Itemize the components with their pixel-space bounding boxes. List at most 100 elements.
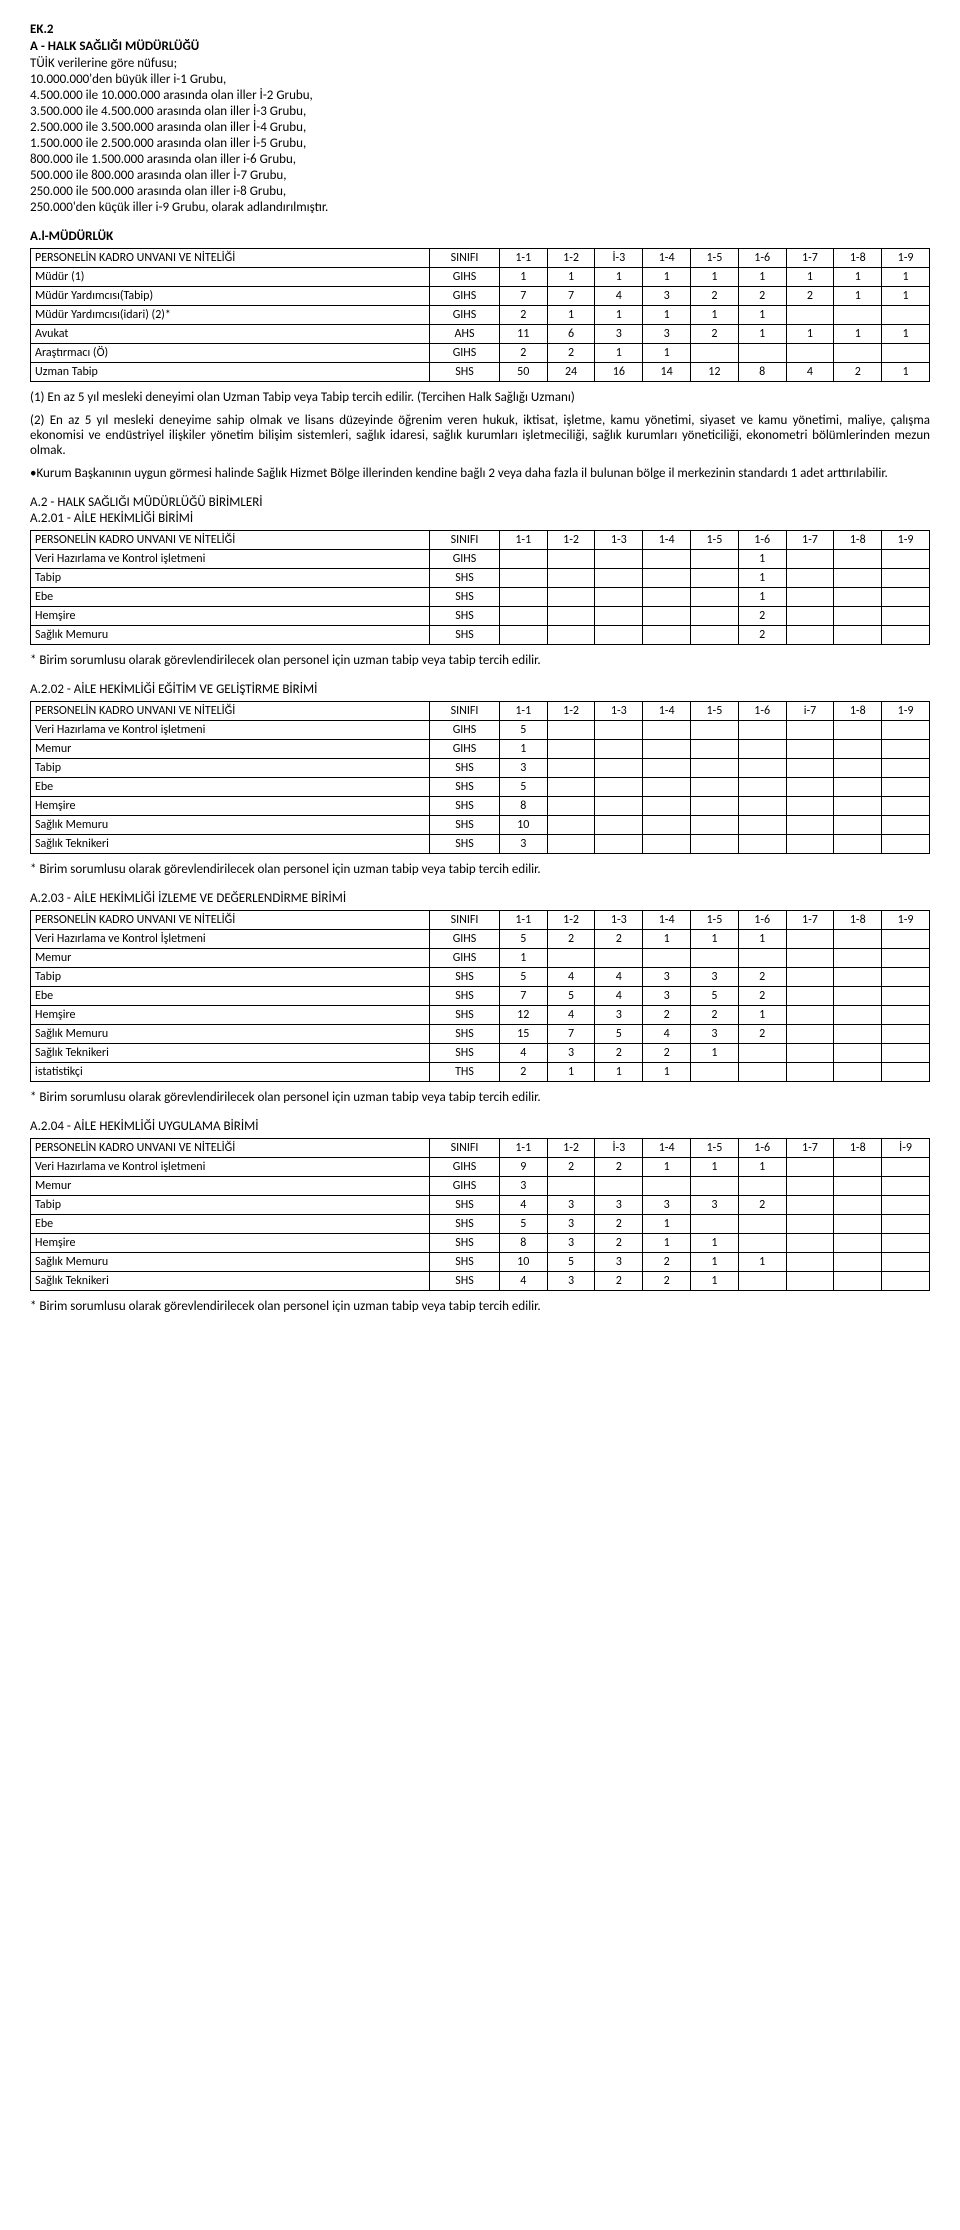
row-label: Sağlık Memuru <box>31 816 430 835</box>
note-a1-3: •Kurum Başkanının uygun görmesi halinde … <box>30 466 930 481</box>
cell: 3 <box>499 759 547 778</box>
row-sinif: GIHS <box>430 1177 500 1196</box>
header-col: 1-9 <box>882 249 930 268</box>
cell <box>834 740 882 759</box>
cell <box>547 835 595 854</box>
header-col: İ-3 <box>595 249 643 268</box>
cell: 1 <box>738 306 786 325</box>
cell: 1 <box>547 306 595 325</box>
cell <box>882 1158 930 1177</box>
cell <box>834 1006 882 1025</box>
cell <box>595 569 643 588</box>
cell <box>595 721 643 740</box>
cell <box>738 797 786 816</box>
header-col: 1-3 <box>595 531 643 550</box>
cell <box>882 968 930 987</box>
cell: 3 <box>643 287 691 306</box>
cell <box>691 344 739 363</box>
cell: 2 <box>499 344 547 363</box>
cell <box>834 588 882 607</box>
cell <box>834 1158 882 1177</box>
cell <box>547 607 595 626</box>
cell: 1 <box>882 268 930 287</box>
header-col: 1-1 <box>499 1139 547 1158</box>
cell <box>499 550 547 569</box>
header-col: 1-6 <box>738 249 786 268</box>
cell: 1 <box>643 1234 691 1253</box>
header-label: PERSONELİN KADRO UNVANI VE NİTELİĞİ <box>31 702 430 721</box>
cell: 5 <box>547 1253 595 1272</box>
cell: 1 <box>738 268 786 287</box>
header-col: 1-3 <box>595 911 643 930</box>
row-sinif: SHS <box>430 778 500 797</box>
cell <box>882 1272 930 1291</box>
cell <box>882 626 930 645</box>
header-col: 1-8 <box>834 531 882 550</box>
cell <box>499 626 547 645</box>
cell <box>834 1025 882 1044</box>
cell <box>786 1234 834 1253</box>
cell <box>786 306 834 325</box>
cell: 1 <box>643 1215 691 1234</box>
cell <box>643 949 691 968</box>
cell <box>834 569 882 588</box>
cell <box>643 816 691 835</box>
header-col: 1-4 <box>643 531 691 550</box>
cell <box>738 816 786 835</box>
header-col: İ-3 <box>595 1139 643 1158</box>
cell: 2 <box>691 287 739 306</box>
cell <box>738 344 786 363</box>
row-label: Sağlık Teknikeri <box>31 1272 430 1291</box>
cell: 1 <box>643 268 691 287</box>
row-sinif: SHS <box>430 816 500 835</box>
cell: 5 <box>499 778 547 797</box>
cell <box>691 607 739 626</box>
cell <box>547 816 595 835</box>
cell <box>834 835 882 854</box>
cell <box>547 550 595 569</box>
page-title: A - HALK SAĞLIĞI MÜDÜRLÜĞÜ <box>30 39 930 54</box>
row-sinif: SHS <box>430 588 500 607</box>
row-sinif: SHS <box>430 968 500 987</box>
cell <box>595 588 643 607</box>
header-col: 1-6 <box>738 911 786 930</box>
cell: 7 <box>547 287 595 306</box>
cell <box>882 930 930 949</box>
cell: 2 <box>691 325 739 344</box>
cell: 2 <box>499 306 547 325</box>
cell <box>738 759 786 778</box>
row-label: Araştırmacı (Ö) <box>31 344 430 363</box>
cell <box>882 759 930 778</box>
cell <box>738 949 786 968</box>
cell <box>882 1006 930 1025</box>
header-col: 1-4 <box>643 911 691 930</box>
cell: 12 <box>499 1006 547 1025</box>
cell <box>643 607 691 626</box>
cell: 2 <box>547 344 595 363</box>
row-sinif: SHS <box>430 1272 500 1291</box>
cell: 2 <box>595 1272 643 1291</box>
cell <box>882 569 930 588</box>
cell: 2 <box>738 607 786 626</box>
cell: 3 <box>595 1196 643 1215</box>
cell <box>691 1215 739 1234</box>
cell <box>834 968 882 987</box>
section-a201-title: A.2.01 - AİLE HEKİMLİĞİ BİRİMİ <box>30 511 930 526</box>
cell <box>882 1215 930 1234</box>
cell <box>643 740 691 759</box>
cell: 8 <box>499 1234 547 1253</box>
row-label: Veri Hazırlama ve Kontrol işletmeni <box>31 1158 430 1177</box>
cell <box>547 797 595 816</box>
cell: 5 <box>499 968 547 987</box>
cell: 2 <box>499 1063 547 1082</box>
cell <box>738 835 786 854</box>
cell: 1 <box>499 740 547 759</box>
cell <box>547 1177 595 1196</box>
cell: 5 <box>595 1025 643 1044</box>
cell <box>834 987 882 1006</box>
header-col: 1-4 <box>643 1139 691 1158</box>
cell <box>786 1063 834 1082</box>
cell: 1 <box>738 325 786 344</box>
row-label: Hemşire <box>31 1234 430 1253</box>
cell <box>882 740 930 759</box>
